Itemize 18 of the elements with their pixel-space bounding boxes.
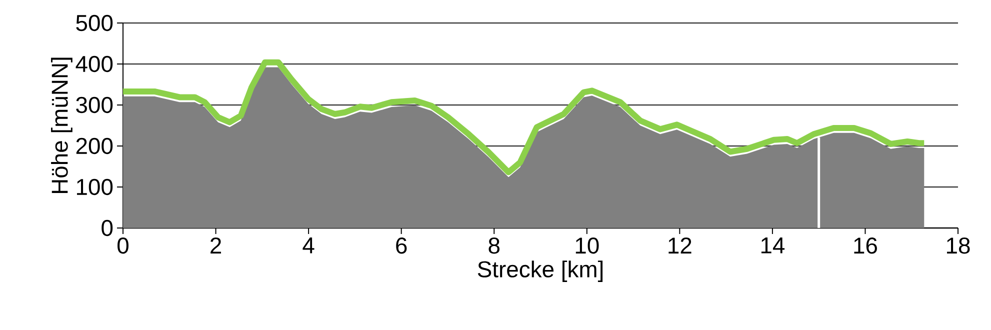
x-tick-label: 10 (576, 238, 599, 254)
x-tick-label: 8 (488, 238, 500, 254)
y-axis-title: Höhe [müNN] (51, 58, 72, 194)
x-tick-label: 2 (210, 238, 221, 254)
y-tick-label: 500 (76, 14, 113, 32)
y-tick-label: 100 (77, 178, 113, 196)
x-axis-title: Strecke [km] (478, 260, 603, 282)
x-tick-label: 4 (302, 238, 314, 254)
y-tick-label: 0 (102, 220, 113, 236)
y-tick-label: 200 (76, 138, 113, 154)
x-tick-label: 16 (854, 238, 877, 254)
y-tick-label: 300 (76, 96, 113, 114)
x-tick-label: 18 (947, 238, 970, 254)
x-tick-label: 6 (396, 238, 407, 254)
y-tick-label: 400 (76, 56, 113, 72)
x-tick-label: 14 (761, 238, 785, 254)
x-tick-label: 0 (118, 238, 128, 254)
x-tick-label: 12 (668, 238, 692, 254)
